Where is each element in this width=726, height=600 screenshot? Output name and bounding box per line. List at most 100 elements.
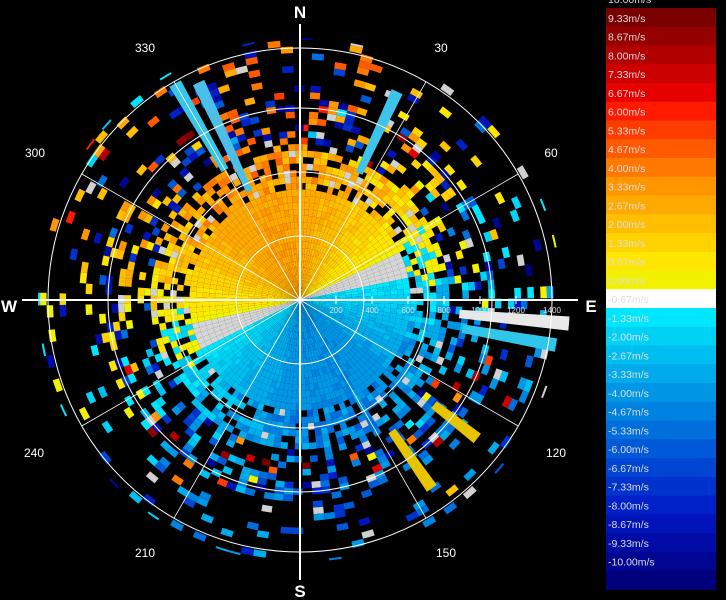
- velocity-cell: [434, 248, 443, 258]
- velocity-cell: [316, 401, 323, 410]
- velocity-cell: [229, 172, 239, 182]
- velocity-cell: [321, 400, 329, 409]
- velocity-cell: [353, 354, 361, 362]
- velocity-cell: [430, 150, 442, 162]
- velocity-cell: [248, 303, 255, 307]
- velocity-cell: [264, 207, 272, 216]
- velocity-cell: [330, 310, 337, 315]
- velocity-cell: [215, 263, 223, 270]
- velocity-cell: [301, 325, 304, 333]
- velocity-cell: [478, 384, 489, 397]
- velocity-cell: [362, 278, 370, 284]
- velocity-cell: [289, 416, 296, 424]
- velocity-cell: [309, 308, 316, 313]
- velocity-cell: [194, 332, 203, 340]
- velocity-cell: [266, 179, 275, 188]
- velocity-cell: [443, 501, 458, 515]
- velocity-cell: [425, 244, 435, 254]
- velocity-cell: [387, 321, 395, 328]
- velocity-cell: [221, 265, 229, 272]
- velocity-cell: [272, 281, 279, 287]
- velocity-cell: [209, 310, 217, 316]
- velocity-cell: [397, 289, 404, 295]
- cardinal-s: S: [294, 582, 305, 600]
- velocity-cell: [228, 328, 236, 335]
- velocity-cell: [321, 262, 327, 269]
- velocity-cell: [223, 282, 231, 288]
- velocity-cell: [222, 308, 230, 313]
- velocity-cell: [146, 454, 159, 467]
- velocity-cell: [291, 183, 297, 190]
- velocity-cell: [386, 149, 398, 160]
- velocity-cell: [389, 280, 397, 287]
- velocity-cell: [241, 236, 249, 244]
- velocity-cell: [143, 213, 154, 224]
- velocity-cell: [418, 216, 428, 226]
- velocity-cell: [330, 208, 338, 216]
- velocity-cell: [235, 295, 242, 299]
- velocity-cell: [446, 320, 455, 330]
- velocity-cell: [313, 264, 319, 272]
- velocity-cell: [397, 294, 404, 300]
- velocity-cell: [320, 260, 326, 268]
- velocity-cell: [520, 298, 528, 310]
- velocity-cell: [333, 223, 340, 232]
- velocity-cell: [267, 295, 275, 298]
- velocity-cell: [247, 361, 255, 369]
- velocity-cell: [222, 355, 231, 364]
- velocity-cell: [304, 311, 308, 319]
- velocity-cell: [358, 366, 367, 375]
- velocity-cell: [291, 261, 295, 269]
- velocity-cell: [158, 456, 171, 469]
- velocity-cell: [376, 357, 385, 366]
- velocity-cell: [402, 227, 412, 236]
- velocity-cell: [324, 264, 331, 271]
- velocity-cell: [248, 301, 255, 304]
- velocity-cell: [433, 215, 443, 226]
- velocity-cell: [320, 225, 327, 233]
- velocity-cell: [428, 338, 438, 347]
- velocity-cell: [233, 323, 241, 329]
- velocity-cell: [157, 309, 165, 317]
- velocity-cell: [319, 324, 326, 332]
- velocity-cell: [312, 279, 318, 286]
- velocity-cell: [252, 329, 259, 336]
- velocity-cell: [306, 283, 311, 290]
- velocity-cell: [270, 256, 276, 263]
- velocity-cell: [213, 251, 221, 259]
- velocity-cell: [315, 217, 321, 225]
- velocity-cell: [400, 203, 411, 213]
- velocity-cell: [206, 236, 215, 245]
- velocity-cell: [370, 329, 379, 336]
- velocity-streak: [431, 401, 481, 444]
- velocity-cell: [396, 372, 406, 382]
- velocity-cell: [215, 425, 226, 436]
- legend-label: -4.00m/s: [608, 388, 649, 400]
- velocity-cell: [282, 66, 294, 74]
- velocity-cell: [167, 179, 178, 190]
- velocity-cell: [274, 339, 280, 347]
- velocity-cell: [196, 196, 206, 206]
- velocity-cell: [277, 275, 283, 282]
- velocity-cell: [364, 289, 372, 294]
- velocity-cell: [277, 197, 284, 205]
- velocity-cell: [370, 306, 378, 311]
- velocity-cell: [461, 229, 471, 240]
- velocity-cell: [349, 234, 357, 242]
- velocity-cell: [231, 373, 240, 382]
- velocity-cell: [313, 250, 318, 258]
- velocity-cell: [228, 301, 236, 305]
- velocity-cell: [390, 332, 399, 339]
- velocity-cell: [192, 270, 200, 277]
- velocity-cell: [435, 285, 443, 293]
- velocity-cell: [280, 300, 288, 303]
- velocity-cell: [325, 379, 332, 387]
- velocity-cell: [403, 288, 411, 295]
- velocity-cell: [376, 166, 387, 176]
- velocity-cell: [310, 316, 315, 323]
- velocity-cell: [214, 355, 223, 364]
- velocity-cell: [480, 364, 491, 376]
- velocity-cell: [311, 343, 316, 351]
- velocity-cell: [282, 280, 288, 286]
